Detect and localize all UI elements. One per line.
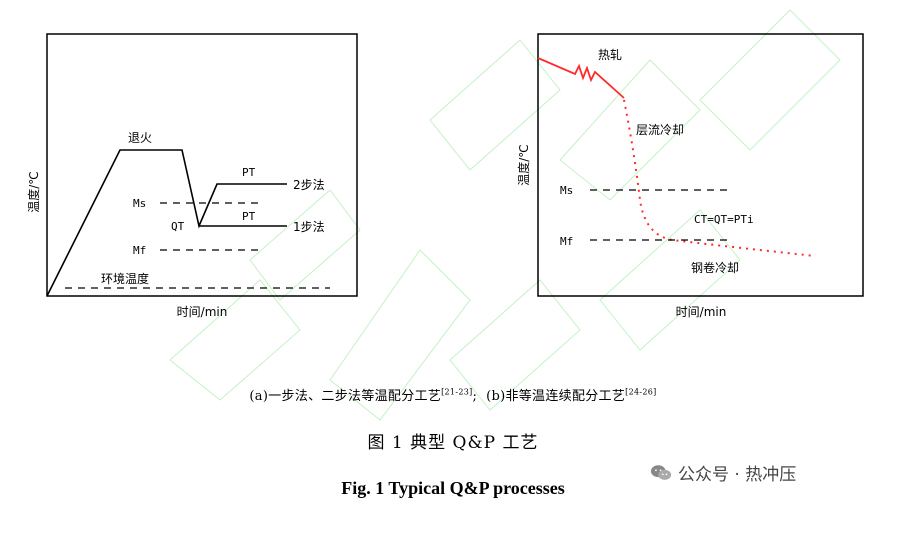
diagram-a-ms-label: Ms [133, 197, 146, 210]
diagram-b-ct-label: CT=QT=PTi [694, 213, 754, 226]
subfigure-caption: (a)一步法、二步法等温配分工艺[21-23]; (b)非等温连续配分工艺[24… [0, 385, 906, 404]
watermark-text: 公众号 · 热冲压 [678, 465, 797, 485]
diagram-a-qt-label: QT [171, 220, 185, 233]
diagram-a-one-step-label: 1步法 [293, 220, 325, 234]
caption-a-text: (a)一步法、二步法等温配分工艺 [249, 389, 442, 404]
diagram-b-cooling-curve [623, 99, 816, 257]
figure-caption-cn: 图 1 典型 Q&P 工艺 [367, 433, 539, 453]
diagram-b-frame [537, 33, 864, 297]
caption-b-text: (b)非等温连续配分工艺 [486, 389, 626, 404]
diagram-a-frame [46, 33, 358, 297]
caption-b-ref: [24-26] [625, 387, 657, 397]
diagram-b-ms-label: Ms [560, 184, 573, 197]
watermark: 公众号 · 热冲压 [650, 460, 796, 485]
diagram-a-x-axis-label: 时间/min [177, 305, 228, 319]
diagram-b-x-axis-label: 时间/min [676, 305, 727, 319]
diagram-a-ambient-label: 环境温度 [101, 271, 149, 286]
diagram-b-laminar-cooling-label: 层流冷却 [636, 123, 684, 137]
diagram-b: 热轧 层流冷却 Ms CT=QT=PTi Mf 钢卷冷却 温度/℃ 时间/min [516, 33, 864, 319]
diagram-a-y-axis-label: 温度/℃ [26, 171, 41, 213]
diagram-a-process-curve [46, 149, 287, 297]
wechat-icon [650, 464, 672, 480]
diagram-b-hot-rolling-line [537, 57, 625, 99]
diagram-b-y-axis-label: 温度/℃ [516, 144, 531, 186]
diagram-b-hot-rolling-label: 热轧 [598, 48, 622, 62]
diagram-b-coil-cooling-label: 钢卷冷却 [691, 260, 739, 275]
diagram-a-anneal-label: 退火 [128, 131, 152, 145]
caption-separator: ; [472, 389, 478, 404]
diagram-a-pt-top-label: PT [242, 166, 256, 179]
diagram-a: 退火 PT 2步法 Ms QT PT 1步法 Mf 环境温度 温度/℃ 时间/m… [26, 33, 358, 319]
figure-caption-en: Fig. 1 Typical Q&P processes [341, 478, 565, 498]
diagram-a-pt-bottom-label: PT [242, 210, 256, 223]
diagram-a-two-step-label: 2步法 [293, 178, 325, 192]
diagram-a-mf-label: Mf [133, 244, 146, 257]
diagram-b-mf-label: Mf [560, 235, 573, 248]
caption-a-ref: [21-23] [441, 387, 473, 397]
